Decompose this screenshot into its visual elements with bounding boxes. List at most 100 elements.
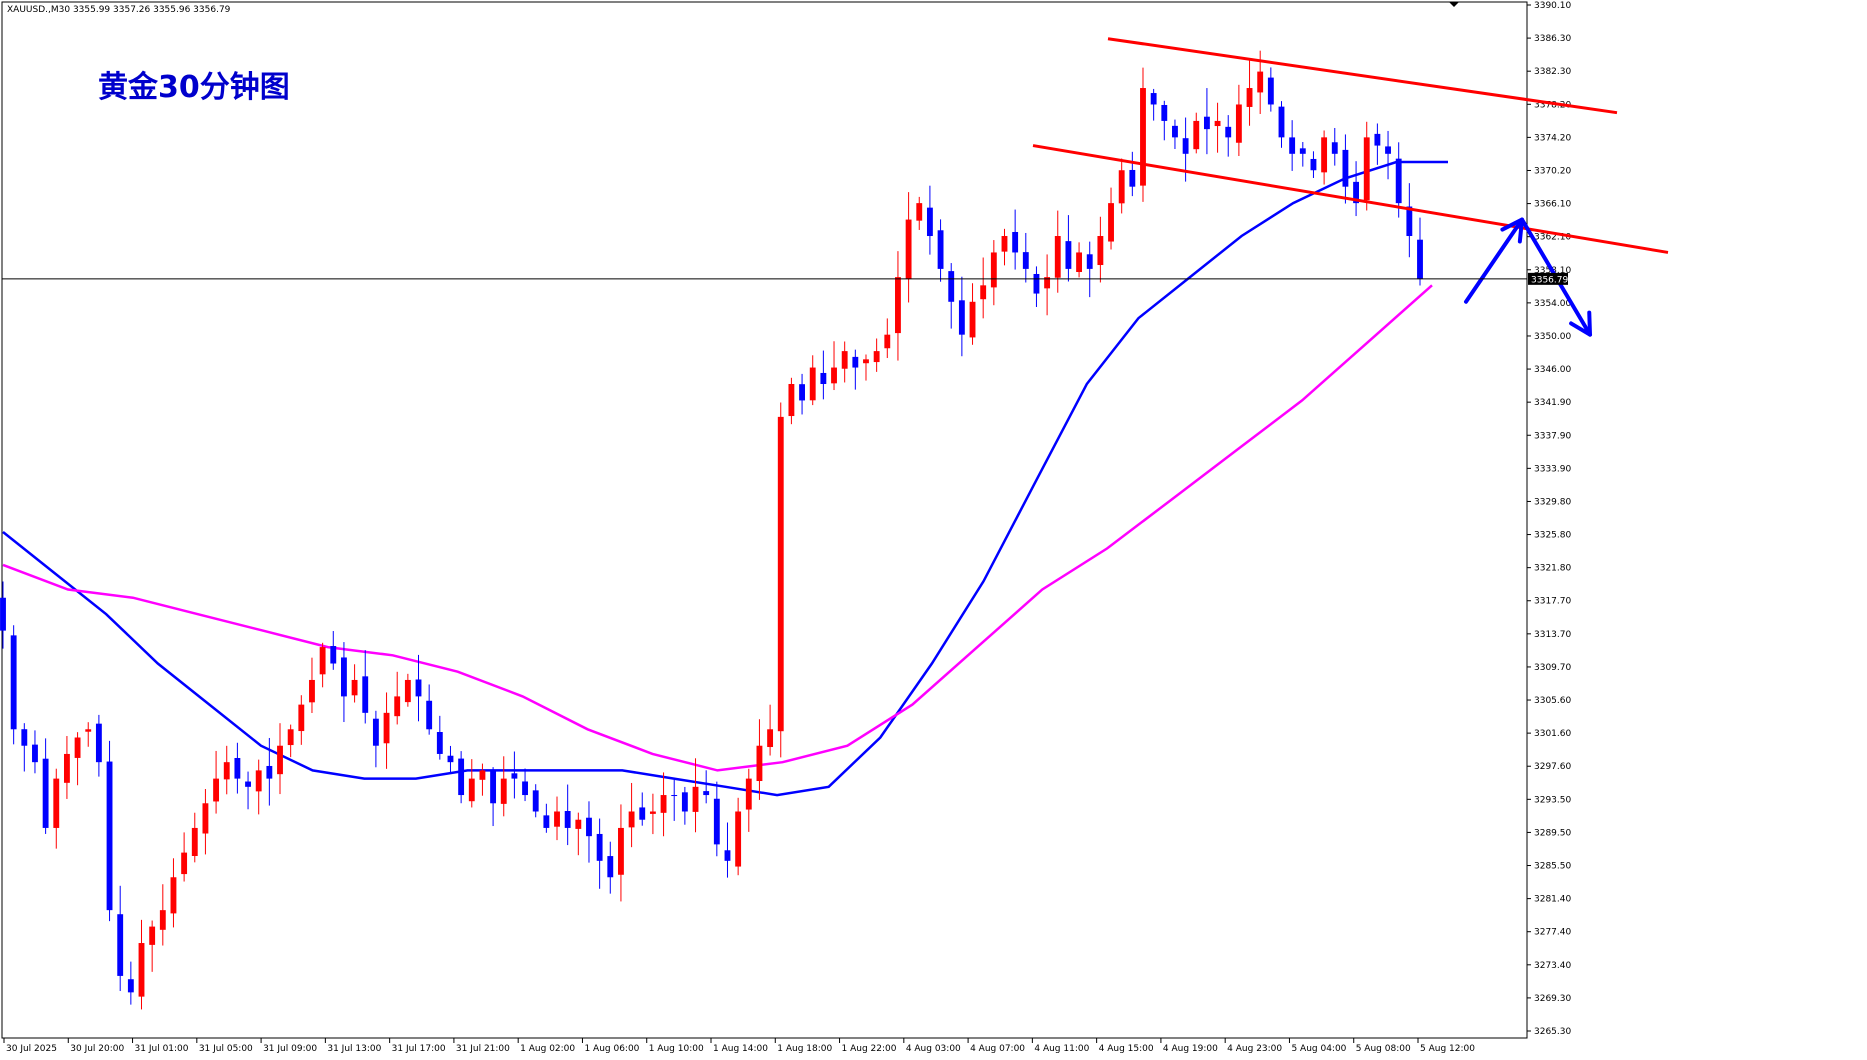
candle — [863, 354, 869, 381]
candle-body — [404, 679, 411, 703]
candle-body — [788, 383, 795, 417]
y-tick-label: 3374.20 — [1534, 133, 1571, 143]
candle-body — [1289, 137, 1296, 154]
candle-body — [895, 277, 901, 334]
candle — [63, 736, 70, 799]
candle-body — [170, 877, 177, 914]
candle-body — [319, 647, 326, 675]
x-tick-label: 1 Aug 06:00 — [584, 1044, 639, 1054]
x-tick-label: 5 Aug 08:00 — [1356, 1044, 1411, 1054]
candle-body — [713, 798, 720, 845]
candle — [1161, 100, 1168, 141]
candle — [522, 768, 528, 802]
candle-body — [1150, 93, 1157, 105]
candle-body — [628, 811, 635, 828]
candle — [532, 784, 539, 818]
candle-body — [873, 351, 880, 363]
candle — [713, 781, 720, 857]
candle — [671, 779, 678, 821]
candle — [426, 684, 433, 735]
candle-body — [745, 778, 752, 810]
candle — [191, 812, 198, 863]
candle-body — [767, 729, 774, 748]
candle-body — [479, 770, 486, 780]
candle-body — [149, 926, 156, 945]
y-axis: 3390.10 3386.30 3382.30 3378.20 3374.20 3370.… — [1526, 1, 1571, 1038]
candle — [820, 350, 827, 400]
candle — [1203, 88, 1210, 155]
channel-lines — [1032, 37, 1669, 254]
candle-body — [415, 679, 422, 697]
candle — [1172, 119, 1178, 149]
candle-body — [1342, 149, 1349, 187]
channel-lower-line — [1032, 144, 1669, 254]
candle-body — [74, 737, 81, 758]
x-tick-label: 5 Aug 04:00 — [1291, 1044, 1346, 1054]
candle-body — [394, 696, 401, 717]
candle-body — [330, 646, 337, 664]
candle — [852, 349, 859, 390]
arrow-shaft — [1464, 217, 1524, 304]
candle-body — [799, 384, 805, 401]
candle-body — [1310, 158, 1317, 171]
candle — [1374, 123, 1381, 165]
candle — [1044, 254, 1051, 316]
y-tick-label: 3297.60 — [1534, 762, 1571, 772]
candle-body — [127, 979, 134, 993]
candle — [1065, 215, 1072, 282]
candle — [990, 240, 997, 306]
candle-body — [596, 833, 603, 861]
candle-body — [468, 778, 475, 802]
candle — [436, 715, 443, 760]
candle — [1235, 84, 1242, 157]
x-tick-label: 4 Aug 23:00 — [1227, 1044, 1282, 1054]
candle-body — [351, 679, 358, 696]
candle — [628, 782, 635, 848]
candle — [809, 355, 816, 406]
y-tick-label: 3337.90 — [1534, 431, 1571, 441]
candle-body — [447, 755, 454, 763]
candle — [756, 719, 763, 800]
x-tick-label: 31 Jul 13:00 — [327, 1044, 381, 1054]
y-tick-label: 3341.90 — [1534, 398, 1571, 408]
candle — [1278, 101, 1285, 148]
candle — [468, 759, 475, 808]
candle-body — [1246, 88, 1253, 107]
candle — [85, 722, 92, 747]
candle-body — [852, 356, 859, 368]
candle-body — [309, 679, 315, 703]
candle-body — [1076, 252, 1082, 273]
candle — [202, 788, 209, 855]
candle — [905, 192, 912, 303]
candle-body — [138, 943, 145, 997]
y-tick-label: 3309.70 — [1534, 663, 1571, 673]
candle-body — [32, 744, 38, 763]
candle-body — [884, 334, 891, 349]
y-tick-label: 3346.00 — [1534, 365, 1571, 375]
y-tick-label: 3301.60 — [1534, 729, 1571, 739]
x-tick-label: 31 Jul 05:00 — [199, 1044, 253, 1054]
candle — [926, 185, 933, 255]
candle-body — [649, 811, 656, 814]
header-caret-icon — [1449, 2, 1459, 7]
candle — [341, 642, 347, 723]
candle-body — [618, 827, 624, 875]
candle — [1417, 217, 1423, 286]
candle-body — [980, 285, 987, 300]
candle — [1086, 241, 1093, 298]
y-tick-label: 3273.40 — [1534, 961, 1571, 971]
candle-body — [607, 856, 614, 878]
x-tick-label: 4 Aug 07:00 — [970, 1044, 1025, 1054]
candle-body — [362, 676, 369, 713]
candle-body — [948, 271, 955, 302]
candle-body — [383, 712, 390, 744]
x-tick-label: 31 Jul 17:00 — [392, 1044, 446, 1054]
y-tick-label: 3293.50 — [1534, 795, 1571, 805]
candle — [1118, 158, 1125, 214]
symbol-header: XAUUSD.,M30 3355.99 3357.26 3355.96 3356… — [7, 5, 231, 15]
candle-body — [756, 745, 763, 782]
candle — [1299, 142, 1306, 167]
y-tick-label: 3305.60 — [1534, 696, 1571, 706]
candle-body — [1417, 239, 1423, 279]
